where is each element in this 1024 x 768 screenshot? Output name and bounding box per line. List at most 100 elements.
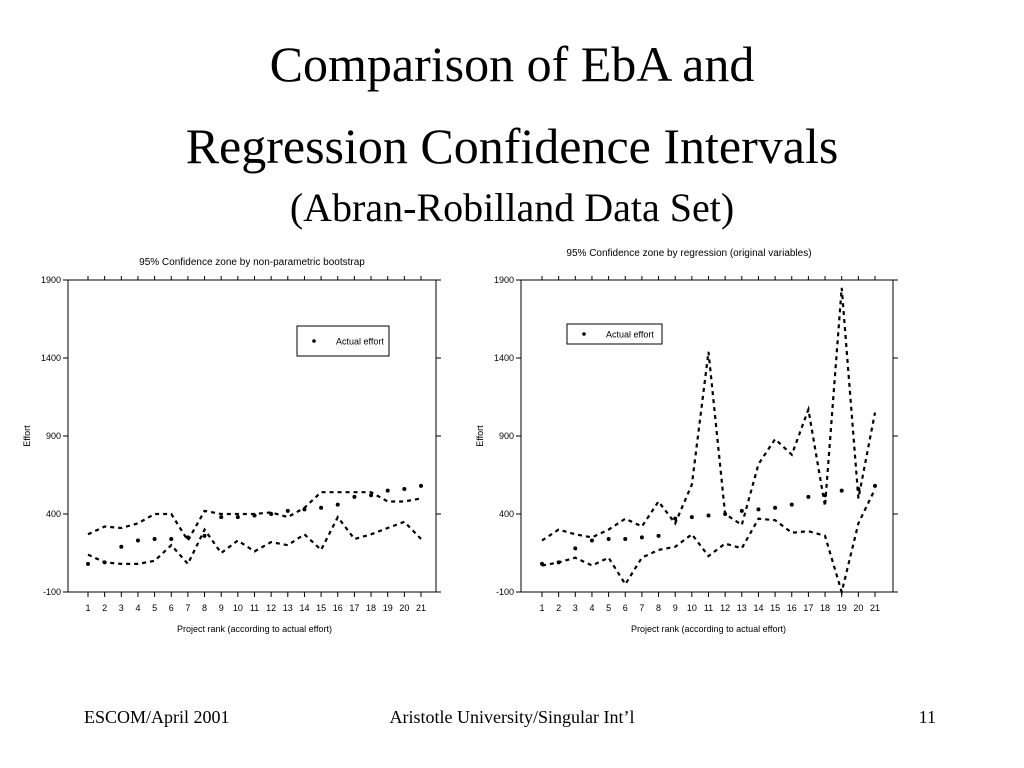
x-tick-label: 5 [606, 603, 611, 613]
x-tick-label: 7 [185, 603, 190, 613]
actual-effort-point [839, 488, 844, 493]
actual-effort-point [385, 488, 390, 493]
x-tick-label: 3 [119, 603, 124, 613]
actual-effort-point [86, 561, 90, 566]
legend-box [566, 323, 663, 345]
slide-title-line1: Comparison of EbA and [269, 36, 755, 92]
x-tick-label: 20 [853, 603, 863, 613]
actual-effort-point [352, 494, 357, 499]
y-tick-label: 400 [46, 509, 61, 519]
x-tick-label: 21 [870, 603, 880, 613]
page-number: 11 [918, 707, 936, 727]
y-tick-label: -100 [43, 587, 61, 597]
actual-effort-point [235, 515, 240, 520]
x-tick-label: 19 [837, 603, 847, 613]
y-tick-label: 1900 [494, 275, 514, 285]
actual-effort-point [419, 483, 423, 488]
actual-effort-point [756, 507, 761, 512]
x-tick-label: 4 [589, 603, 594, 613]
slide-title-line2: Regression Confidence Intervals [185, 118, 839, 174]
x-tick-label: 6 [169, 603, 174, 613]
x-tick-label: 20 [399, 603, 409, 613]
actual-effort-point [119, 544, 124, 549]
actual-effort-point [169, 536, 174, 541]
y-axis-label: Effort [475, 425, 485, 447]
x-tick-label: 8 [656, 603, 661, 613]
y-tick-label: -100 [496, 587, 514, 597]
confidence-bound-line-1 [541, 287, 877, 542]
actual-effort-point [335, 502, 340, 507]
actual-effort-point [789, 502, 794, 507]
confidence-bound-line-2 [541, 488, 876, 597]
x-tick-label: 7 [639, 603, 644, 613]
actual-effort-point [773, 505, 778, 510]
actual-effort-point [152, 536, 157, 541]
actual-effort-point [623, 536, 628, 541]
actual-effort-point [219, 515, 224, 520]
actual-effort-point [402, 487, 407, 492]
x-tick-label: 13 [283, 603, 293, 613]
x-tick-label: 14 [753, 603, 763, 613]
chart-title: 95% Confidence zone by regression (origi… [566, 248, 811, 259]
x-tick-label: 9 [219, 603, 224, 613]
actual-effort-point [656, 533, 661, 538]
chart-1: 95% Confidence zone by non-parametric bo… [22, 257, 441, 634]
x-tick-label: 14 [299, 603, 309, 613]
y-tick-label: 1400 [494, 353, 514, 363]
legend-label: Actual effort [336, 337, 384, 347]
actual-effort-point [369, 493, 374, 498]
actual-effort-point [573, 546, 578, 551]
confidence-bound-line-2 [87, 515, 422, 566]
footer-left: ESCOM/April 2001 [84, 707, 230, 727]
x-tick-label: 5 [152, 603, 157, 613]
x-tick-label: 21 [416, 603, 426, 613]
legend-marker [582, 332, 586, 336]
x-tick-label: 16 [787, 603, 797, 613]
x-tick-label: 3 [573, 603, 578, 613]
actual-effort-point [739, 508, 744, 513]
x-tick-label: 13 [737, 603, 747, 613]
slide-subtitle: (Abran-Robilland Data Set) [289, 185, 735, 230]
actual-effort-point [285, 508, 290, 513]
x-tick-label: 10 [233, 603, 243, 613]
actual-effort-point [873, 483, 877, 488]
x-tick-label: 1 [85, 603, 90, 613]
x-tick-label: 12 [266, 603, 276, 613]
x-tick-label: 10 [687, 603, 697, 613]
x-tick-label: 18 [820, 603, 830, 613]
x-tick-label: 15 [770, 603, 780, 613]
actual-effort-point [135, 538, 140, 543]
x-tick-label: 2 [556, 603, 561, 613]
x-tick-label: 12 [720, 603, 730, 613]
x-tick-label: 15 [316, 603, 326, 613]
x-tick-label: 11 [704, 603, 713, 613]
x-tick-label: 9 [673, 603, 678, 613]
y-tick-label: 1900 [41, 275, 61, 285]
actual-effort-point [639, 535, 644, 540]
x-tick-label: 16 [333, 603, 343, 613]
y-tick-label: 900 [499, 431, 514, 441]
y-tick-label: 900 [46, 431, 61, 441]
x-tick-label: 6 [623, 603, 628, 613]
x-tick-label: 17 [349, 603, 359, 613]
x-tick-label: 2 [102, 603, 107, 613]
x-tick-label: 1 [539, 603, 544, 613]
x-tick-label: 11 [250, 603, 259, 613]
legend-marker [312, 339, 316, 343]
charts-canvas: 95% Confidence zone by non-parametric bo… [22, 248, 898, 634]
x-tick-label: 8 [202, 603, 207, 613]
actual-effort-point [606, 536, 611, 541]
confidence-bound-line-1 [87, 491, 422, 543]
actual-effort-point [202, 533, 207, 538]
actual-effort-point [673, 516, 678, 521]
y-tick-label: 1400 [41, 353, 61, 363]
x-axis-label: Project rank (according to actual effort… [177, 624, 332, 634]
actual-effort-point [689, 515, 694, 520]
footer-center: Aristotle University/Singular Int’l [389, 707, 635, 727]
actual-effort-point [806, 494, 811, 499]
chart-2: 95% Confidence zone by regression (origi… [475, 248, 898, 634]
actual-effort-point [319, 505, 324, 510]
x-tick-label: 4 [135, 603, 140, 613]
x-tick-label: 18 [366, 603, 376, 613]
legend-label: Actual effort [606, 330, 654, 340]
